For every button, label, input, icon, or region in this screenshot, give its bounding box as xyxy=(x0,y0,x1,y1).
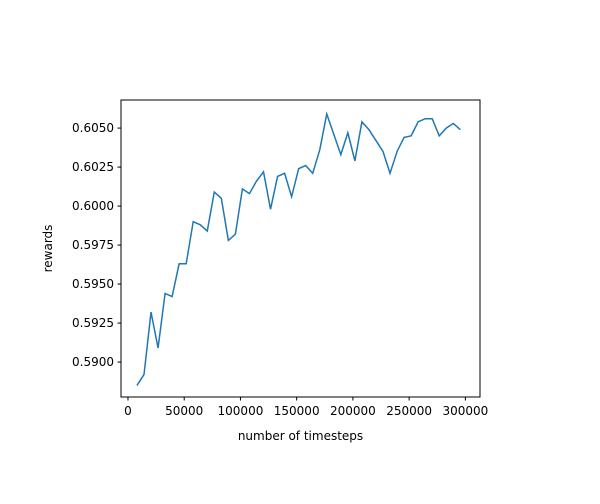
y-tick-label: 0.5975 xyxy=(72,238,114,252)
x-tick-label: 100000 xyxy=(218,404,264,418)
y-tick-label: 0.5950 xyxy=(72,277,114,291)
x-tick-label: 50000 xyxy=(165,404,203,418)
x-tick-label: 150000 xyxy=(274,404,320,418)
y-tick-label: 0.6050 xyxy=(72,121,114,135)
y-tick-label: 0.5925 xyxy=(72,316,114,330)
x-axis-label: number of timesteps xyxy=(238,429,363,443)
axes-frame xyxy=(120,99,481,398)
y-tick-label: 0.6025 xyxy=(72,160,114,174)
x-tick-label: 250000 xyxy=(386,404,432,418)
y-tick-label: 0.6000 xyxy=(72,199,114,213)
line-series xyxy=(136,111,461,386)
y-tick-label: 0.5900 xyxy=(72,355,114,369)
x-tick-label: 200000 xyxy=(330,404,376,418)
x-tick-label: 0 xyxy=(124,404,132,418)
y-axis-label: rewards xyxy=(41,225,55,273)
x-tick-label: 300000 xyxy=(442,404,488,418)
